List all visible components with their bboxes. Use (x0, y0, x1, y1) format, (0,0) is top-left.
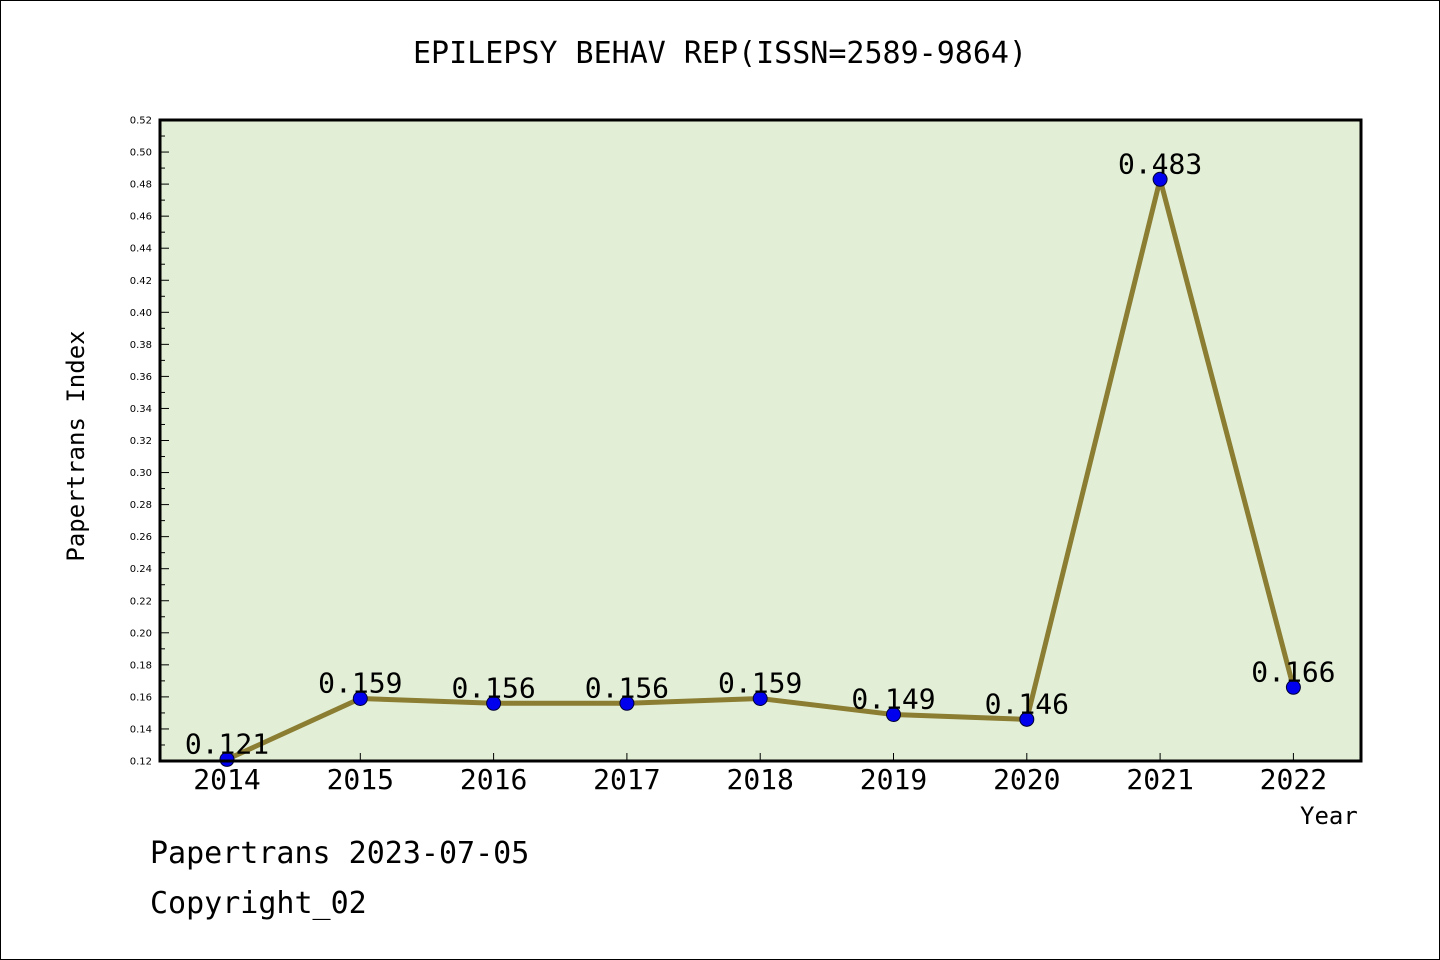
data-point (752, 691, 768, 707)
data-label: 0.159 (718, 667, 802, 700)
y-tick-label: 0.44 (130, 244, 152, 255)
y-tick-label: 0.12 (130, 757, 152, 768)
data-point (1285, 679, 1301, 695)
data-label: 0.149 (851, 683, 935, 716)
y-tick-label: 0.36 (130, 372, 152, 383)
plot-border (158, 118, 1363, 763)
data-label: 0.121 (185, 727, 269, 760)
data-label: 0.166 (1251, 655, 1335, 688)
y-tick-label: 0.22 (130, 596, 152, 607)
footer-copyright: Copyright_02 (150, 886, 367, 921)
data-label: 0.483 (1118, 147, 1202, 180)
y-tick-label: 0.24 (130, 564, 152, 575)
y-tick-label: 0.40 (130, 308, 152, 319)
y-tick-label: 0.16 (130, 692, 152, 703)
y-tick-label: 0.14 (130, 724, 152, 735)
y-tick-label: 0.34 (130, 404, 152, 415)
y-tick-label: 0.48 (130, 180, 152, 191)
y-tick-label: 0.50 (130, 148, 152, 159)
x-tick-label: 2014 (193, 763, 260, 796)
data-label: 0.156 (585, 671, 669, 704)
footer-date: Papertrans 2023-07-05 (150, 836, 530, 871)
y-tick-label: 0.46 (130, 212, 152, 223)
data-point (352, 691, 368, 707)
data-point (219, 751, 235, 767)
data-point (486, 695, 502, 711)
y-tick-label: 0.32 (130, 436, 152, 447)
x-tick-label: 2020 (993, 763, 1060, 796)
data-label: 0.146 (985, 687, 1069, 720)
y-tick-label: 0.18 (130, 660, 152, 671)
y-tick-label: 0.38 (130, 340, 152, 351)
data-label: 0.159 (318, 667, 402, 700)
x-axis-label: Year (1300, 802, 1358, 830)
data-point (619, 695, 635, 711)
x-tick-label: 2016 (460, 763, 527, 796)
y-tick-label: 0.52 (130, 116, 152, 127)
x-tick-label: 2021 (1126, 763, 1193, 796)
y-tick-label: 0.28 (130, 500, 152, 511)
y-tick-label: 0.30 (130, 468, 152, 479)
y-tick-label: 0.20 (130, 628, 152, 639)
data-label: 0.156 (451, 671, 535, 704)
data-point (886, 707, 901, 723)
x-tick-label: 2015 (327, 763, 394, 796)
x-tick-label: 2022 (1260, 763, 1327, 796)
plot-area (160, 120, 1361, 761)
chart-title: EPILEPSY BEHAV REP(ISSN=2589-9864) (412, 36, 1028, 71)
data-point (1019, 711, 1035, 727)
x-tick-label: 2017 (593, 763, 660, 796)
x-tick-label: 2018 (726, 763, 793, 796)
data-point (1152, 171, 1168, 187)
x-tick-label: 2019 (860, 763, 927, 796)
y-tick-label: 0.26 (130, 532, 152, 543)
y-tick-label: 0.42 (130, 276, 152, 287)
